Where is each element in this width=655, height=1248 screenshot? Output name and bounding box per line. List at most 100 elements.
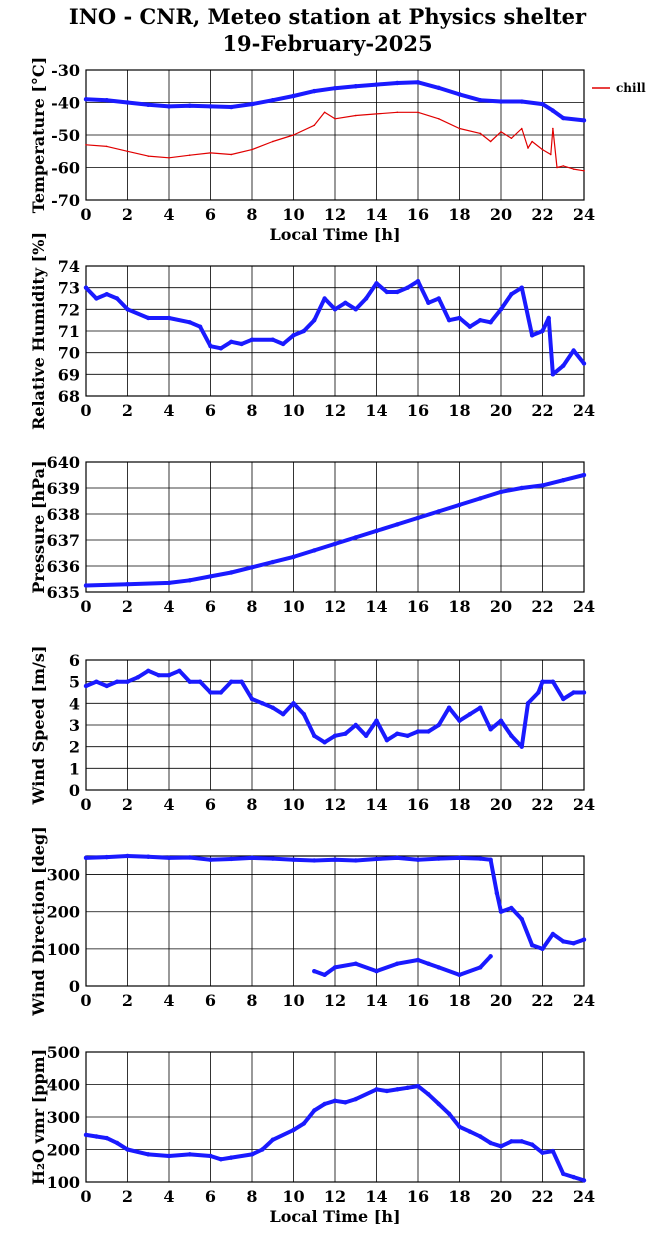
data-point — [104, 1135, 109, 1141]
y-tick-label: 635 — [47, 583, 80, 602]
data-point — [581, 937, 587, 942]
data-point — [353, 1096, 358, 1102]
data-point — [395, 961, 400, 966]
data-point — [509, 905, 514, 911]
data-point — [479, 132, 482, 135]
chart-pressure: 0 2 4 6 8 10 12 14 16 18 20 22 24635636637638639640P… — [29, 453, 595, 616]
data-point — [332, 965, 338, 970]
y-tick-label: 6 — [69, 651, 80, 670]
x-tick-label: 8 — [246, 1187, 257, 1206]
x-tick-label: 8 — [246, 205, 257, 224]
data-point — [125, 679, 130, 684]
series-line-series-0 — [84, 80, 586, 123]
data-point — [229, 339, 234, 345]
data-point — [550, 372, 556, 377]
data-point — [415, 729, 421, 734]
data-point — [249, 101, 255, 107]
data-point — [478, 856, 483, 861]
x-tick-label: 6 — [205, 991, 216, 1010]
data-point — [332, 86, 338, 91]
data-point — [125, 582, 130, 587]
data-point — [312, 1108, 317, 1113]
data-point — [83, 285, 89, 290]
data-point — [270, 337, 275, 342]
data-point — [437, 117, 440, 120]
data-point — [187, 320, 192, 325]
data-point — [354, 114, 357, 117]
data-point — [177, 668, 182, 674]
data-point — [478, 1134, 483, 1139]
data-point — [94, 1134, 99, 1139]
data-point — [561, 115, 566, 121]
data-point — [208, 104, 213, 109]
x-tick-label: 0 — [80, 795, 91, 814]
data-point — [146, 854, 151, 859]
data-point — [363, 733, 369, 739]
data-point — [197, 679, 203, 684]
data-point — [510, 137, 513, 140]
data-point — [384, 737, 390, 743]
data-point — [405, 733, 410, 739]
data-point — [488, 857, 493, 862]
data-point — [322, 972, 327, 978]
x-tick-label: 14 — [365, 205, 387, 224]
data-point — [312, 733, 317, 739]
y-tick-label: 0 — [69, 977, 80, 996]
data-point — [332, 857, 338, 862]
data-point — [415, 515, 421, 521]
x-tick-label: 4 — [163, 597, 174, 616]
chart-title-line-1: INO - CNR, Meteo station at Physics shel… — [68, 4, 587, 29]
x-tick-label: 0 — [80, 597, 91, 616]
x-tick-label: 6 — [205, 1187, 216, 1206]
y-tick-label: 72 — [58, 300, 80, 319]
y-axis-label: Wind Speed [m/s] — [29, 646, 48, 806]
data-point — [229, 1155, 234, 1160]
data-point — [436, 509, 441, 514]
data-point — [114, 679, 120, 684]
x-tick-label: 20 — [490, 1187, 512, 1206]
x-tick-label: 4 — [163, 795, 174, 814]
data-point — [291, 333, 296, 338]
data-point — [405, 1085, 410, 1090]
data-point — [218, 346, 224, 351]
data-point — [83, 1132, 89, 1138]
x-tick-label: 22 — [531, 991, 553, 1010]
data-point — [334, 117, 336, 120]
x-tick-label: 24 — [573, 597, 595, 616]
data-point — [384, 289, 390, 295]
data-point — [572, 168, 575, 170]
data-point — [446, 1111, 452, 1116]
x-axis-label: Local Time [h] — [269, 225, 400, 244]
legend-label: chill — [616, 81, 646, 95]
data-point — [187, 578, 192, 583]
data-point — [114, 296, 120, 301]
data-point — [426, 300, 431, 306]
data-point — [550, 108, 556, 113]
data-point — [488, 954, 493, 959]
y-axis-label: Pressure [hPa] — [29, 460, 48, 593]
data-point — [249, 1152, 255, 1157]
data-point — [520, 127, 523, 130]
x-tick-label: 20 — [490, 991, 512, 1010]
data-point — [249, 337, 255, 342]
data-point — [280, 711, 286, 717]
data-point — [561, 696, 566, 702]
data-point — [550, 153, 552, 156]
plot-frame — [85, 69, 585, 201]
data-point — [104, 98, 109, 103]
data-point — [457, 1124, 462, 1129]
x-tick-label: 18 — [448, 205, 470, 224]
data-point — [488, 727, 493, 732]
data-point — [125, 1147, 130, 1152]
data-point — [536, 690, 541, 695]
x-tick-label: 6 — [205, 597, 216, 616]
x-tick-label: 12 — [324, 1187, 346, 1206]
y-tick-label: 637 — [47, 531, 80, 550]
y-tick-label: 400 — [47, 1076, 80, 1095]
x-tick-label: 16 — [407, 1187, 429, 1206]
data-point — [540, 483, 545, 488]
data-point — [323, 111, 326, 114]
data-point — [446, 705, 452, 710]
data-point — [280, 341, 286, 347]
